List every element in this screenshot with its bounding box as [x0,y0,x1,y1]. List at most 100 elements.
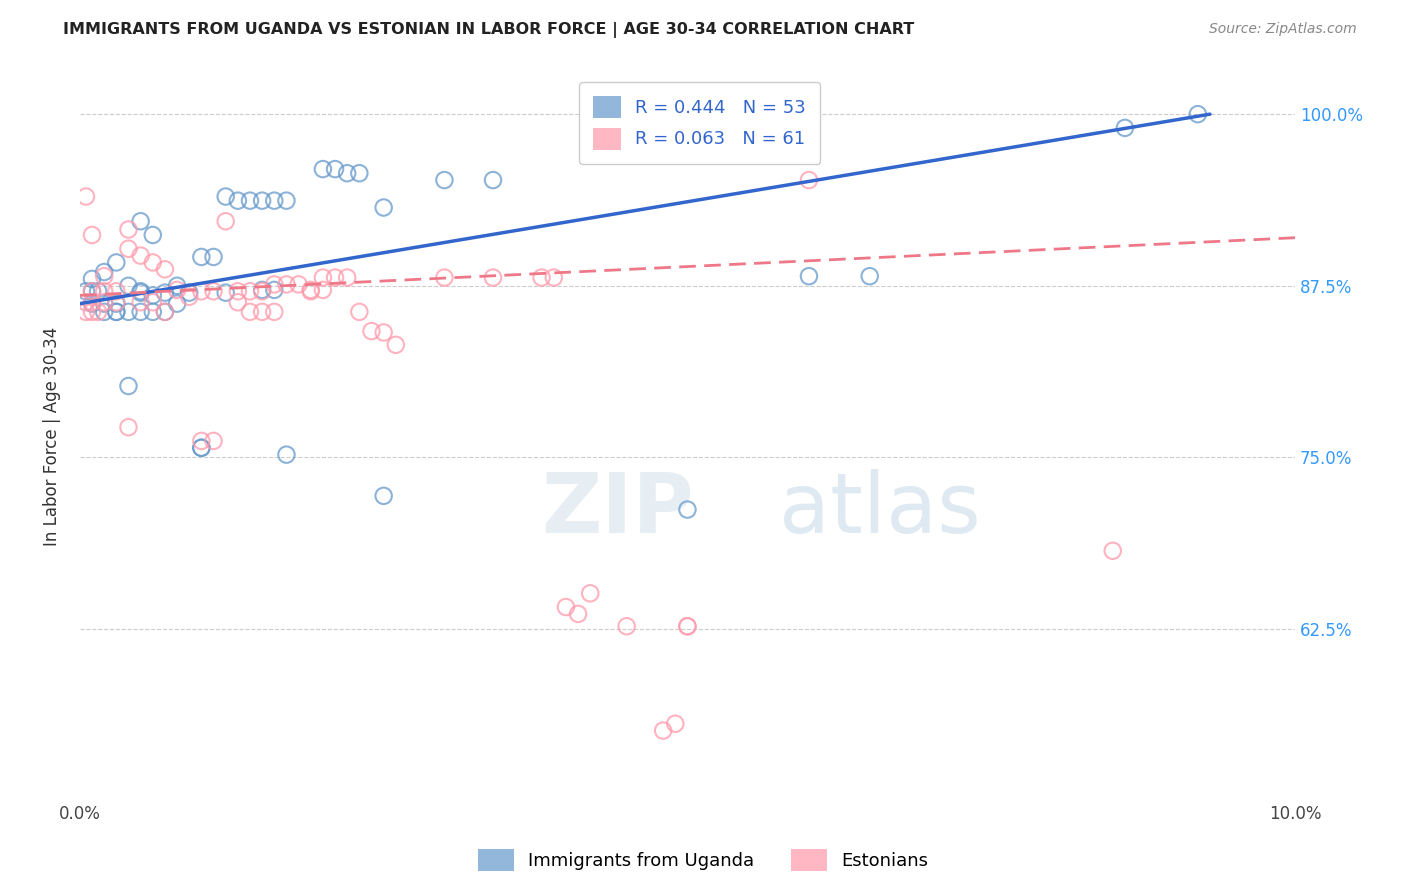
Point [202,250,225,264]
Point [202,434,225,448]
Point [349,166,371,180]
Point [276,277,298,292]
Point [299,285,322,299]
Point [93,295,115,310]
Point [336,270,359,285]
Point [373,489,395,503]
Point [287,277,309,292]
Y-axis label: In Labor Force | Age 30-34: In Labor Force | Age 30-34 [44,327,60,547]
Point [215,285,238,300]
Point [190,250,212,264]
Point [530,270,553,285]
Point [80,227,103,242]
Point [80,285,103,299]
Point [676,502,699,516]
Point [239,194,262,208]
Point [129,214,152,228]
Point [543,270,565,285]
Point [312,162,335,177]
Point [1101,543,1123,558]
Point [117,420,139,434]
Point [349,305,371,319]
Point [80,295,103,310]
Point [93,285,115,299]
Point [105,305,128,319]
Text: Source: ZipAtlas.com: Source: ZipAtlas.com [1209,22,1357,37]
Point [202,285,225,299]
Point [239,285,262,299]
Text: atlas: atlas [779,469,980,550]
Point [250,285,273,299]
Point [1187,107,1209,121]
Point [75,295,97,310]
Point [80,296,103,310]
Point [105,295,128,310]
Point [166,278,188,293]
Point [190,285,212,299]
Point [87,285,110,299]
Point [190,441,212,455]
Point [117,379,139,393]
Point [226,285,249,299]
Point [226,295,249,310]
Point [797,269,820,284]
Point [276,448,298,462]
Point [153,262,176,277]
Point [312,283,335,297]
Point [336,166,359,180]
Point [215,189,238,203]
Point [579,586,602,600]
Point [482,270,505,285]
Point [263,277,285,292]
Point [323,162,346,177]
Point [153,305,176,319]
Point [93,305,115,319]
Point [142,227,165,242]
Point [153,285,176,300]
Point [80,285,103,299]
Point [80,272,103,286]
Point [190,434,212,448]
Point [75,189,97,203]
Point [105,255,128,269]
Point [117,305,139,319]
Point [312,270,335,285]
Point [652,723,675,738]
Point [129,285,152,299]
Point [105,296,128,310]
Point [93,265,115,279]
Point [129,285,152,300]
Point [105,305,128,319]
Text: ZIP: ZIP [541,469,695,550]
Point [250,194,273,208]
Point [226,194,249,208]
Point [117,278,139,293]
Point [263,305,285,319]
Legend: R = 0.444   N = 53, R = 0.063   N = 61: R = 0.444 N = 53, R = 0.063 N = 61 [579,82,820,164]
Point [117,242,139,256]
Point [129,305,152,319]
Point [239,305,262,319]
Point [142,305,165,319]
Point [215,214,238,228]
Point [360,324,382,338]
Point [567,607,589,621]
Point [373,201,395,215]
Point [166,296,188,310]
Point [263,194,285,208]
Point [117,222,139,236]
Point [676,619,699,633]
Point [616,619,638,633]
Point [555,600,578,615]
Point [166,283,188,297]
Point [87,305,110,319]
Point [433,173,456,187]
Point [75,305,97,319]
Point [190,441,212,455]
Point [385,338,408,352]
Point [250,305,273,319]
Point [142,255,165,269]
Legend: Immigrants from Uganda, Estonians: Immigrants from Uganda, Estonians [471,842,935,879]
Point [250,283,273,297]
Point [482,173,505,187]
